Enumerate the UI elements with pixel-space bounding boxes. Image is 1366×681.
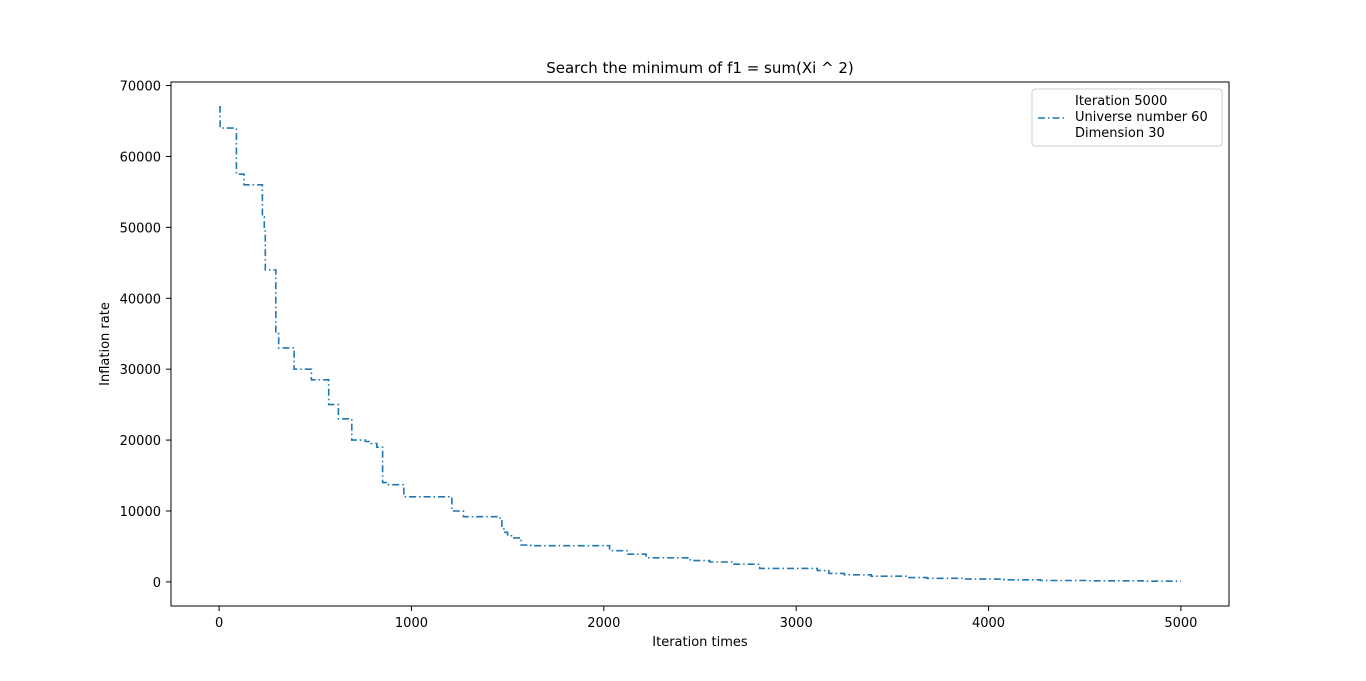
x-axis-label: Iteration times — [652, 635, 748, 650]
series-line — [219, 106, 1181, 582]
y-tick-label: 10000 — [120, 505, 161, 520]
y-tick-label: 50000 — [120, 221, 161, 236]
x-tick-label: 0 — [215, 616, 223, 631]
y-tick-label: 60000 — [120, 150, 161, 165]
legend-box — [1031, 88, 1223, 147]
axes-frame — [170, 81, 1230, 607]
x-tick-label: 1000 — [395, 616, 428, 631]
legend-entry-universe: Universe number 60 — [1075, 110, 1208, 125]
chart-title: Search the minimum of f1 = sum(Xi ^ 2) — [546, 59, 854, 77]
y-tick-label: 30000 — [120, 363, 161, 378]
legend-entry-dimension: Dimension 30 — [1075, 126, 1165, 141]
y-tick-label: 40000 — [120, 292, 161, 307]
y-axis-label: Inflation rate — [98, 302, 113, 386]
x-tick-label: 2000 — [587, 616, 620, 631]
x-tick-label: 5000 — [1164, 616, 1197, 631]
legend: Iteration 5000 Universe number 60 Dimens… — [1031, 88, 1223, 147]
x-tick-label: 4000 — [972, 616, 1005, 631]
y-tick-label: 0 — [153, 576, 161, 591]
y-tick-label: 70000 — [120, 80, 161, 95]
plot-area — [219, 106, 1181, 582]
x-axis: 0 1000 2000 3000 4000 5000 — [215, 606, 1197, 631]
legend-entry-iteration: Iteration 5000 — [1075, 94, 1167, 109]
y-tick-label: 20000 — [120, 434, 161, 449]
x-tick-label: 3000 — [780, 616, 813, 631]
y-axis: 0 10000 20000 30000 40000 50000 60000 70000 — [120, 80, 171, 591]
